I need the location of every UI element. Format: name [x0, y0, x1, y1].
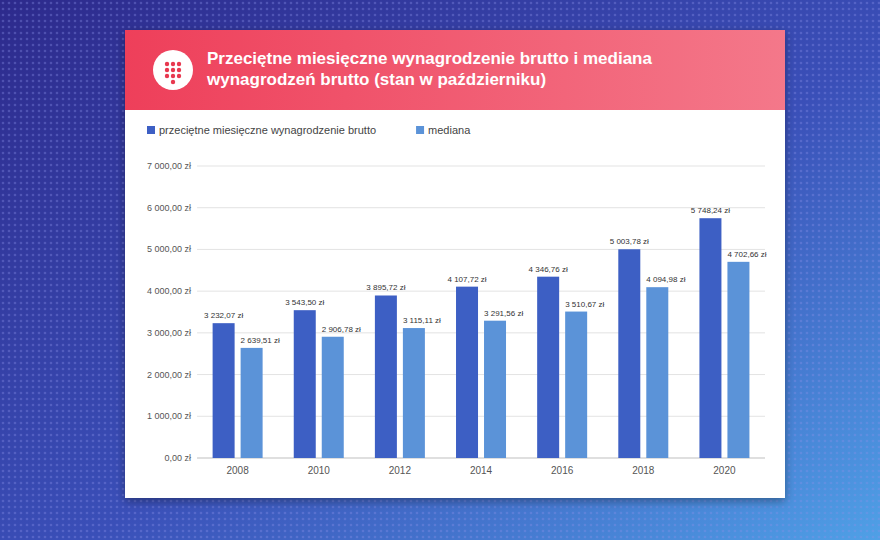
data-label: 3 510,67 zł	[565, 300, 604, 309]
background	[0, 0, 880, 540]
data-label: 2 639,51 zł	[241, 336, 280, 345]
grid-line	[197, 291, 765, 292]
x-tick-label: 2010	[308, 465, 331, 476]
logo-dot	[171, 74, 175, 78]
data-label: 3 232,07 zł	[204, 311, 243, 320]
y-tick-label: 7 000,00 zł	[147, 161, 191, 171]
data-label: 4 107,72 zł	[447, 275, 486, 284]
data-label: 4 094,98 zł	[646, 275, 685, 284]
y-tick-label: 1 000,00 zł	[147, 411, 191, 421]
grid-line	[197, 374, 765, 375]
y-tick-label: 0,00 zł	[165, 453, 192, 463]
bar	[322, 337, 344, 458]
data-label: 3 291,56 zł	[484, 309, 523, 318]
grid	[197, 166, 765, 458]
logo-circle	[153, 50, 193, 90]
bar	[727, 262, 749, 458]
bar	[241, 348, 263, 458]
data-label: 2 906,78 zł	[322, 325, 361, 334]
logo-dot	[171, 68, 175, 72]
x-tick-label: 2012	[389, 465, 412, 476]
header-band	[125, 30, 785, 110]
legend: przeciętne miesięczne wynagrodzenie brut…	[147, 124, 471, 136]
bar	[294, 310, 316, 458]
bar	[484, 321, 506, 458]
logo-dot	[165, 62, 169, 66]
title-line: Przeciętne miesięczne wynagrodzenie brut…	[207, 49, 653, 68]
bar	[565, 312, 587, 458]
y-tick-label: 6 000,00 zł	[147, 203, 191, 213]
data-label: 3 895,72 zł	[366, 283, 405, 292]
data-labels: 3 232,07 zł 2 639,51 zł 3 543,50 zł 2 906,7…	[204, 206, 767, 345]
x-tick-label: 2020	[713, 465, 736, 476]
data-label: 5 748,24 zł	[691, 206, 730, 215]
card	[125, 30, 785, 498]
y-tick-label: 4 000,00 zł	[147, 286, 191, 296]
background-dots	[0, 0, 880, 540]
x-tick-label: 2018	[632, 465, 655, 476]
bar	[618, 249, 640, 458]
bar	[403, 328, 425, 458]
y-tick-label: 2 000,00 zł	[147, 370, 191, 380]
data-label: 4 346,76 zł	[529, 265, 568, 274]
bar	[375, 295, 397, 458]
legend-swatch	[147, 126, 155, 134]
data-label: 5 003,78 zł	[610, 237, 649, 246]
data-label: 4 702,66 zł	[727, 250, 766, 259]
y-tick-label: 5 000,00 zł	[147, 244, 191, 254]
title-line: wynagrodzeń brutto (stan w październiku)	[206, 70, 546, 89]
logo	[153, 50, 193, 90]
bars	[213, 218, 750, 458]
x-tick-label: 2016	[551, 465, 574, 476]
data-label: 3 543,50 zł	[285, 298, 324, 307]
grid-line	[197, 249, 765, 250]
bar	[537, 277, 559, 458]
bar	[646, 287, 668, 458]
legend-label: przeciętne miesięczne wynagrodzenie brut…	[159, 124, 376, 136]
legend-label: mediana	[428, 124, 471, 136]
chart-svg: Przeciętne miesięczne wynagrodzenie brut…	[0, 0, 880, 540]
logo-dot	[171, 80, 175, 84]
title: Przeciętne miesięczne wynagrodzenie brut…	[206, 49, 653, 89]
bar	[456, 287, 478, 458]
x-tick-label: 2008	[226, 465, 249, 476]
bar	[213, 323, 235, 458]
logo-dot	[177, 74, 181, 78]
grid-line	[197, 166, 765, 167]
logo-dot	[165, 68, 169, 72]
data-label: 3 115,11 zł	[403, 316, 441, 325]
grid-line	[197, 332, 765, 333]
bar	[699, 218, 721, 458]
legend-swatch	[416, 126, 424, 134]
logo-dot	[177, 68, 181, 72]
logo-dot	[165, 74, 169, 78]
logo-dot	[177, 62, 181, 66]
grid-line	[197, 207, 765, 208]
grid-line	[197, 458, 765, 459]
y-tick-label: 3 000,00 zł	[147, 328, 191, 338]
grid-line	[197, 416, 765, 417]
x-tick-label: 2014	[470, 465, 493, 476]
logo-dot	[171, 62, 175, 66]
